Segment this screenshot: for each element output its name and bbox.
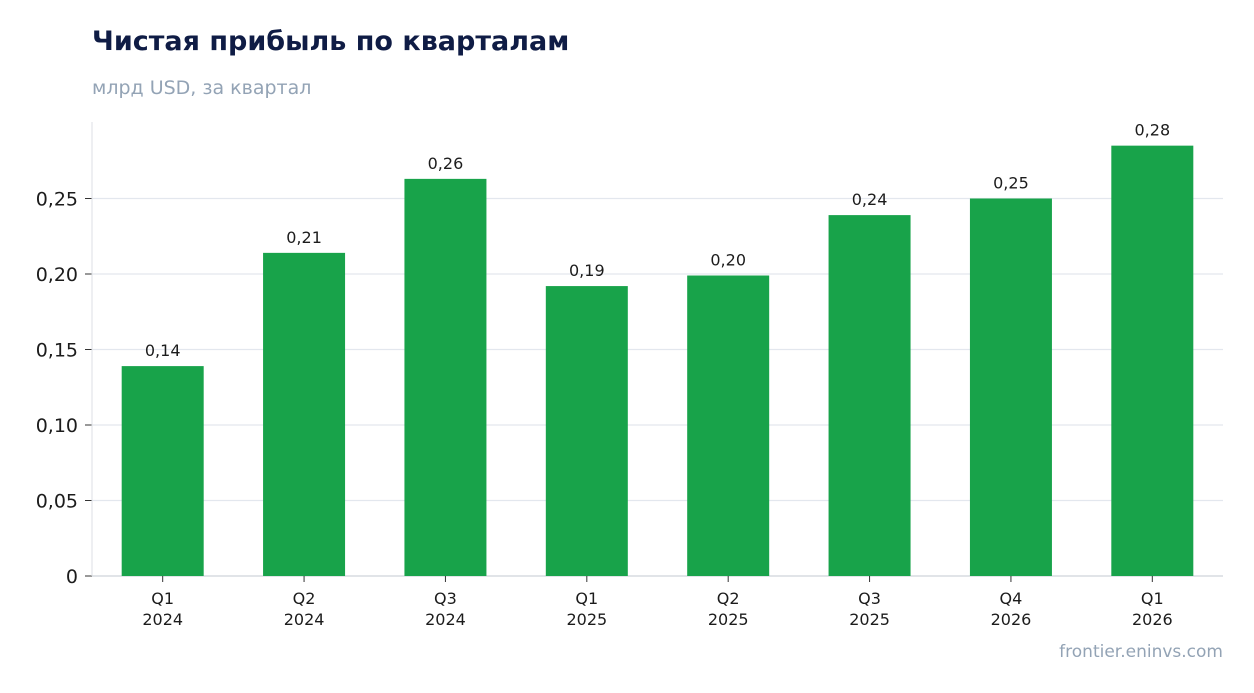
x-tick-label-year: 2025 (566, 610, 607, 629)
y-tick-label: 0,25 (36, 189, 78, 211)
bar-value-label: 0,21 (286, 228, 322, 247)
bar (828, 215, 911, 577)
x-tick-label-quarter: Q1 (575, 589, 598, 608)
x-tick-label-year: 2026 (991, 610, 1032, 629)
x-tick-label-quarter: Q3 (858, 589, 881, 608)
x-tick-label-quarter: Q3 (434, 589, 457, 608)
bar-value-label: 0,24 (852, 190, 888, 209)
bar-value-label: 0,14 (145, 341, 181, 360)
y-tick-label: 0,20 (36, 264, 78, 286)
y-tick-label: 0,05 (36, 491, 78, 513)
x-tick-label-year: 2026 (1132, 610, 1173, 629)
bar (263, 252, 346, 577)
bar (404, 178, 487, 576)
bar (687, 275, 770, 576)
x-tick-label-year: 2025 (708, 610, 749, 629)
axes (85, 122, 1223, 582)
x-tick-label-quarter: Q2 (717, 589, 740, 608)
bar-value-label: 0,25 (993, 174, 1029, 193)
x-tick-label-quarter: Q4 (1000, 589, 1023, 608)
source-link[interactable]: frontier.eninvs.com (1059, 642, 1223, 662)
bars (121, 145, 1194, 577)
chart-title: Чистая прибыль по кварталам (92, 26, 570, 57)
bar-value-label: 0,19 (569, 261, 605, 280)
y-tick-label: 0,10 (36, 415, 78, 437)
x-tick-label-year: 2024 (425, 610, 466, 629)
x-tick-label-year: 2024 (142, 610, 183, 629)
x-tick-label-quarter: Q1 (1141, 589, 1164, 608)
bar (545, 286, 628, 576)
y-tick-label: 0,15 (36, 340, 78, 362)
bar-value-label: 0,20 (710, 251, 746, 270)
bar (1111, 145, 1194, 576)
labels: 0 0,05 0,10 0,15 0,20 0,25 0,14 Q1 2024 0,21 Q2 202… (36, 121, 1173, 629)
bar-value-label: 0,28 (1135, 121, 1171, 140)
x-tick-label-year: 2025 (849, 610, 890, 629)
chart-subtitle: млрд USD, за квартал (92, 77, 312, 99)
x-tick-label-quarter: Q2 (293, 589, 316, 608)
bar (121, 366, 204, 576)
y-tick-label: 0 (66, 566, 78, 588)
gridlines (92, 197, 1223, 502)
bar (969, 198, 1052, 576)
x-tick-label-year: 2024 (284, 610, 325, 629)
bar-value-label: 0,26 (428, 154, 464, 173)
x-tick-label-quarter: Q1 (151, 589, 174, 608)
